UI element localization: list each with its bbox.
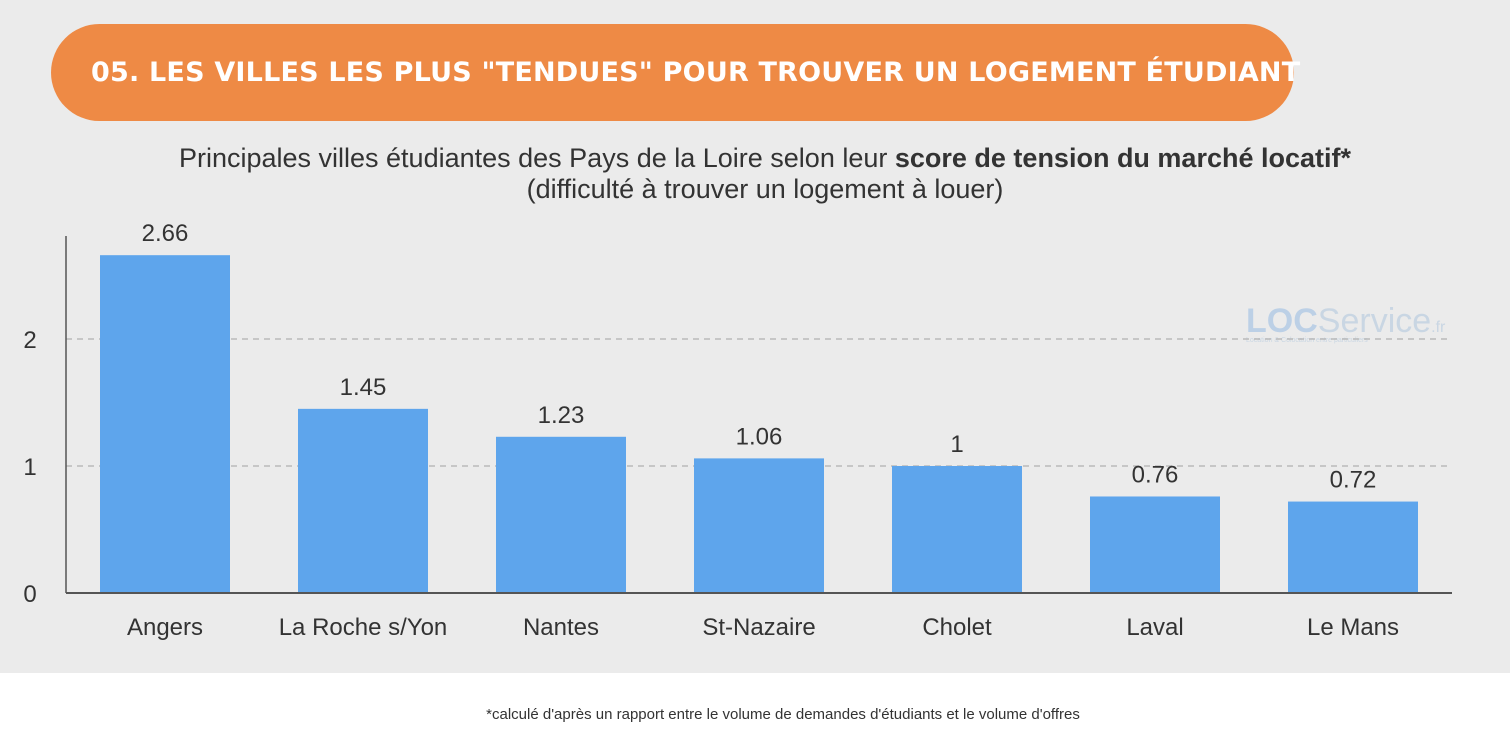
locservice-logo: LOCService.fr Location & Colocation entr… [1246,302,1445,344]
data-label: 1.06 [736,423,783,450]
x-tick-label: Le Mans [1307,614,1399,641]
x-tick-label: Nantes [523,614,599,641]
bar-laval [1090,496,1220,593]
logo-light: Service [1317,302,1432,340]
x-tick-label: Angers [127,614,203,641]
bar-la-roche-s-yon [298,408,428,593]
data-label: 2.66 [142,220,189,247]
page-title: 05. LES VILLES LES PLUS "TENDUES" POUR T… [91,57,1301,88]
y-tick-label: 0 [23,581,36,608]
y-tick-label: 2 [23,327,36,354]
logo-strong: LOC [1246,302,1318,340]
data-label: 1.45 [340,374,387,401]
x-tick-label: Laval [1126,614,1183,641]
logo-tld: .fr [1431,319,1446,336]
bar-cholet [892,466,1022,593]
subtitle-bold: score de tension du marché locatif* [894,143,1352,173]
bar-chart: 0 1 2 2.66 Angers 1.45 La Roche s/Yon 1.23 Nante… [23,220,1452,641]
footnote: *calculé d'après un rapport entre le vol… [486,706,1080,723]
x-tick-label: La Roche s/Yon [279,614,448,641]
bar-le-mans [1288,501,1418,593]
logo-tagline: Location & Colocation entre particuliers [1246,337,1368,344]
title-banner: 05. LES VILLES LES PLUS "TENDUES" POUR T… [51,24,1300,121]
x-tick-label: Cholet [922,614,992,641]
data-label: 1 [950,431,963,458]
data-label: 0.72 [1330,467,1377,494]
bar-angers [100,255,230,593]
bar-nantes [496,436,626,593]
y-tick-label: 1 [23,454,36,481]
subtitle-prefix: Principales villes étudiantes des Pays d… [178,143,895,173]
bar-st-nazaire [694,458,824,593]
data-label: 0.76 [1132,461,1179,488]
x-tick-label: St-Nazaire [702,614,815,641]
data-label: 1.23 [538,402,585,429]
chart-subtitle: Principales villes étudiantes des Pays d… [0,143,1510,205]
subtitle-line2: (difficulté à trouver un logement à loue… [526,174,1004,204]
